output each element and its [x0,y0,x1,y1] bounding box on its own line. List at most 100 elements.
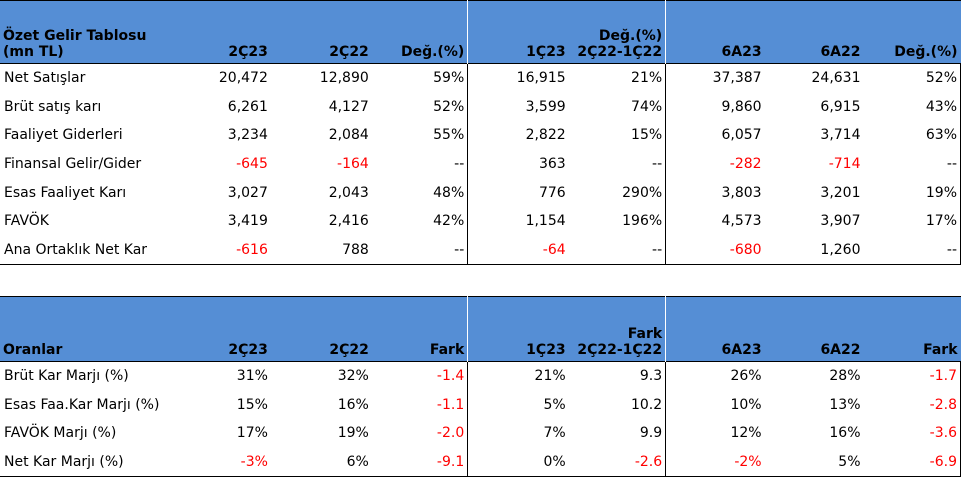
col-header: 6A22 [764,296,864,362]
table-header-row: Oranlar 2Ç23 2Ç22 Fark 1Ç23 Fark 2Ç22-1Ç2… [0,296,961,362]
table-cell: 37,387 [665,62,765,93]
col-header: Değ.(%) [863,0,961,64]
row-label: Esas Faaliyet Karı [4,184,127,201]
table-title: Özet Gelir Tablosu (mn TL) [0,0,170,64]
table-cell: 10% [730,396,762,413]
table-cell: 24,631 [764,62,864,93]
table-cell: 42% [371,206,469,236]
table-cell: 5% [764,447,864,477]
table-cell: 3,599 [525,98,566,115]
col-header: 2Ç23 [169,296,271,362]
table-cell: -6.9 [863,447,961,477]
table-cell: -164 [337,156,369,173]
table-header-row: Özet Gelir Tablosu (mn TL) 2Ç23 2Ç22 Değ.… [0,0,961,64]
table-cell: -680 [665,235,765,266]
table-cell: 9,860 [721,98,762,115]
table-row: Brüt satış karı 6,261 4,127 52% 3,599 74% 9,86… [0,92,961,122]
col-header: 2Ç22 [270,296,372,362]
table-cell: 3,419 [227,213,268,230]
table-cell: 7% [543,425,566,442]
table-cell: 1,154 [525,213,566,230]
table-cell: 52% [371,92,469,122]
row-label: Esas Faa.Kar Marjı (%) [4,396,160,413]
table-cell: 9.9 [568,419,667,448]
table-cell: 19% [863,178,961,207]
table-cell: 43% [863,92,961,122]
income-statement-table: Özet Gelir Tablosu (mn TL) 2Ç23 2Ç22 Değ.… [0,0,961,266]
col-header: 1Ç23 [467,296,569,362]
table-cell: 17% [236,425,268,442]
table-cell: 31% [169,360,271,391]
table-cell: 5% [543,396,566,413]
table-row: Finansal Gelir/Gider -645 -164 -- 363 -- -282-… [0,149,961,179]
table-cell: 10.2 [568,390,667,420]
row-label: Finansal Gelir/Gider [4,156,142,173]
table-cell: 4,573 [721,213,762,230]
table-cell: -616 [169,235,271,266]
col-header: Değ.(%) [371,0,469,64]
col-header: Fark [371,296,469,362]
row-label: Brüt Kar Marjı (%) [0,360,170,391]
col-header: Fark [863,296,961,362]
table-cell: 12,890 [270,62,372,93]
table-cell: 3,803 [721,184,762,201]
table-cell: 6,057 [721,127,762,144]
table-cell: -- [863,235,961,266]
table-row: Esas Faa.Kar Marjı (%) 15% 16% -1.1 5% 10.2 10… [0,390,961,420]
table-cell: 788 [270,235,372,266]
table-cell: 3,907 [820,213,861,230]
table-cell: 52% [863,62,961,93]
table-cell: 3,714 [820,127,861,144]
table-cell: -- [568,149,667,179]
table-cell: -2% [665,447,765,477]
table-cell: -2.0 [371,419,469,448]
table-cell: 16,915 [467,62,569,93]
table-cell: -- [568,235,667,266]
table-row: FAVÖK Marjı (%) 17% 19% -2.0 7% 9.9 12% 16% -3.6 [0,419,961,448]
table-cell: -64 [467,235,569,266]
row-label: FAVÖK [4,213,49,230]
table-cell: -2.8 [863,390,961,420]
col-header: 1Ç23 [467,0,569,64]
table-cell: 55% [371,121,469,150]
table-cell: 19% [337,425,369,442]
table-cell: -645 [236,156,268,173]
table-cell: 59% [371,62,469,93]
table-row: Net Kar Marjı (%) -3% 6% -9.1 0% -2.6 -2% 5% -6.… [0,447,961,477]
table-cell: -1.7 [863,360,961,391]
row-label: Net Satışlar [0,62,170,93]
table-cell: 16% [337,396,369,413]
table-cell: 2,416 [328,213,369,230]
table-cell: 26% [665,360,765,391]
col-header: 6A22 [764,0,864,64]
table-cell: 2,822 [525,127,566,144]
table-cell: 2,043 [328,184,369,201]
table-cell: 15% [568,121,667,150]
col-header: 2Ç22 [270,0,372,64]
table-row: Net Satışlar 20,472 12,890 59% 16,915 21% 37,3… [0,62,961,93]
table-cell: 32% [270,360,372,391]
table-cell: 13% [829,396,861,413]
table-cell: 776 [538,184,566,201]
table-cell: 363 [538,156,566,173]
row-label: Faaliyet Giderleri [4,127,123,144]
table-row: Brüt Kar Marjı (%) 31% 32% -1.4 21% 9.3 26% 28%… [0,360,961,391]
table-cell: 6,261 [227,98,268,115]
table-cell: 0% [467,447,569,477]
col-header: 6A23 [665,0,765,64]
table-cell: 6% [270,447,372,477]
table-cell: 63% [863,121,961,150]
table-cell: 3,027 [227,184,268,201]
table-cell: 20,472 [169,62,271,93]
table-row: Ana Ortaklık Net Kar -616 788 -- -64 -- -680 1,… [0,235,961,266]
table-cell: 3,234 [227,127,268,144]
table-cell: 2,084 [328,127,369,144]
table-row: Esas Faaliyet Karı 3,027 2,043 48% 776 290% 3,… [0,178,961,207]
table-cell: -714 [828,156,861,173]
table-cell: 15% [236,396,268,413]
table-cell: -2.6 [568,447,667,477]
table-cell: 1,260 [764,235,864,266]
table-cell: -3.6 [863,419,961,448]
table-cell: 290% [568,178,667,207]
row-label: Ana Ortaklık Net Kar [0,235,170,266]
